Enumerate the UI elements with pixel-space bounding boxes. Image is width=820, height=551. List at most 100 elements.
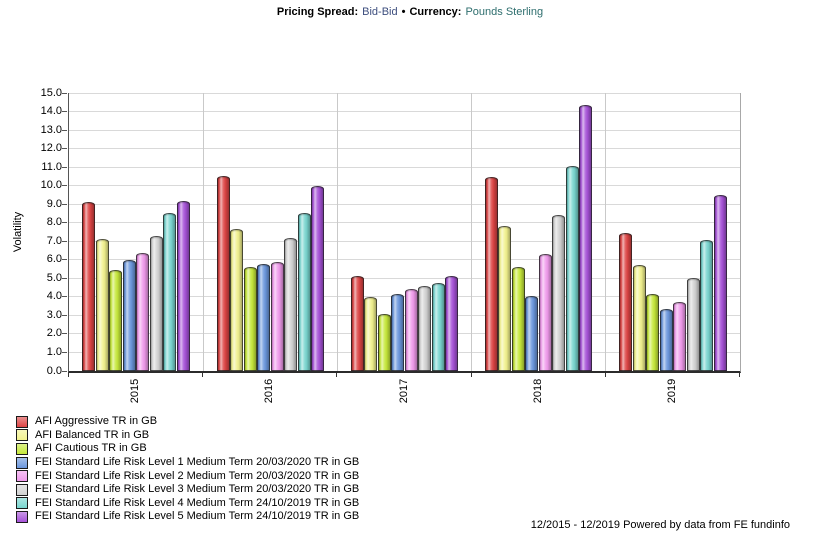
x-tick-mark: [470, 373, 472, 377]
bar: [163, 212, 177, 371]
bar: [350, 276, 364, 371]
gridline-horizontal: [69, 314, 740, 316]
y-tick-label: 2.0: [46, 327, 62, 340]
bar: [377, 313, 391, 371]
bar: [498, 226, 512, 371]
gridline-vertical: [471, 93, 473, 371]
gridline-horizontal: [69, 185, 740, 187]
bar: [243, 267, 257, 371]
y-tick-mark: [62, 296, 67, 298]
footer-text: 12/2015 - 12/2019 Powered by data from F…: [530, 519, 790, 531]
gridline-vertical: [202, 93, 204, 371]
bar: [230, 229, 244, 371]
bar: [391, 294, 405, 371]
legend-label: AFI Aggressive TR in GB: [35, 415, 158, 428]
bar: [525, 295, 539, 371]
legend-item: FEI Standard Life Risk Level 1 Medium Te…: [16, 456, 359, 470]
x-tick-mark: [202, 373, 204, 377]
gridline-horizontal: [69, 259, 740, 261]
legend-swatch: [16, 429, 28, 442]
gridline-horizontal: [69, 333, 740, 335]
legend-swatch: [16, 497, 28, 510]
bar: [149, 235, 163, 371]
pricing-spread-label: Pricing Spread:: [276, 6, 359, 18]
y-tick-mark: [62, 111, 67, 113]
gridline-horizontal: [69, 166, 740, 168]
bar: [445, 276, 459, 371]
legend-item: AFI Balanced TR in GB: [16, 429, 359, 443]
bar: [659, 308, 673, 371]
legend-item: FEI Standard Life Risk Level 5 Medium Te…: [16, 510, 359, 524]
y-tick-mark: [62, 259, 67, 261]
bar: [484, 177, 498, 371]
y-tick-label: 0.0: [46, 364, 62, 377]
y-tick-label: 15.0: [40, 86, 62, 99]
bar: [284, 237, 298, 371]
x-tick-mark: [68, 373, 69, 377]
y-tick-mark: [62, 203, 67, 205]
bar: [122, 259, 136, 371]
legend-swatch: [16, 456, 28, 469]
bar: [270, 261, 284, 371]
x-tick-label: 2017: [397, 378, 410, 404]
bar: [311, 185, 325, 371]
bar: [418, 285, 432, 371]
legend-swatch: [16, 510, 28, 523]
chart-header: Pricing Spread: Bid-Bid • Currency: Pounds S…: [0, 6, 820, 18]
legend-item: AFI Aggressive TR in GB: [16, 415, 359, 429]
y-tick-label: 6.0: [46, 253, 62, 266]
x-tick-label: 2015: [129, 378, 142, 404]
legend-label: FEI Standard Life Risk Level 2 Medium Te…: [35, 469, 360, 482]
plot-area: [68, 92, 741, 373]
x-tick-label: 2018: [531, 378, 544, 404]
y-tick-label: 11.0: [41, 160, 62, 173]
bar: [538, 254, 552, 371]
gridline-horizontal: [69, 240, 740, 242]
legend-label: FEI Standard Life Risk Level 4 Medium Te…: [35, 496, 360, 509]
bar: [257, 264, 271, 371]
bar: [700, 240, 714, 371]
legend-swatch: [16, 415, 28, 428]
gridline-horizontal: [69, 222, 740, 224]
x-tick-mark: [604, 373, 606, 377]
currency-label: Currency:: [409, 6, 462, 18]
y-tick-mark: [62, 240, 67, 242]
y-tick-label: 14.0: [40, 105, 62, 118]
bar: [297, 212, 311, 371]
gridline-vertical: [336, 93, 338, 371]
header-separator: •: [401, 6, 406, 18]
legend-item: FEI Standard Life Risk Level 2 Medium Te…: [16, 469, 359, 483]
legend-label: AFI Cautious TR in GB: [35, 442, 147, 455]
bar: [176, 200, 190, 371]
bar: [216, 176, 230, 371]
y-tick-label: 13.0: [40, 123, 62, 136]
y-tick-label: 5.0: [46, 271, 62, 284]
y-tick-mark: [62, 185, 67, 187]
y-tick-label: 12.0: [40, 142, 62, 155]
gridline-horizontal: [69, 92, 740, 94]
bar: [364, 296, 378, 371]
gridline-horizontal: [69, 296, 740, 298]
y-tick-label: 7.0: [46, 234, 62, 247]
bar: [552, 215, 566, 371]
y-tick-mark: [62, 166, 67, 168]
legend-item: FEI Standard Life Risk Level 4 Medium Te…: [16, 497, 359, 511]
y-tick-mark: [62, 92, 67, 94]
bar: [632, 265, 646, 371]
y-tick-mark: [62, 314, 67, 316]
y-tick-mark: [62, 277, 67, 279]
legend-label: AFI Balanced TR in GB: [35, 428, 150, 441]
gridline-vertical: [605, 93, 607, 371]
gridline-horizontal: [69, 111, 740, 113]
bar: [82, 202, 96, 371]
y-tick-mark: [62, 148, 67, 150]
y-tick-mark: [62, 333, 67, 335]
y-tick-label: 1.0: [46, 345, 62, 358]
x-tick-mark: [739, 373, 740, 377]
legend-swatch: [16, 442, 28, 455]
y-tick-mark: [62, 129, 67, 131]
x-tick-mark: [336, 373, 338, 377]
bar: [565, 166, 579, 371]
gridline-horizontal: [69, 129, 740, 131]
